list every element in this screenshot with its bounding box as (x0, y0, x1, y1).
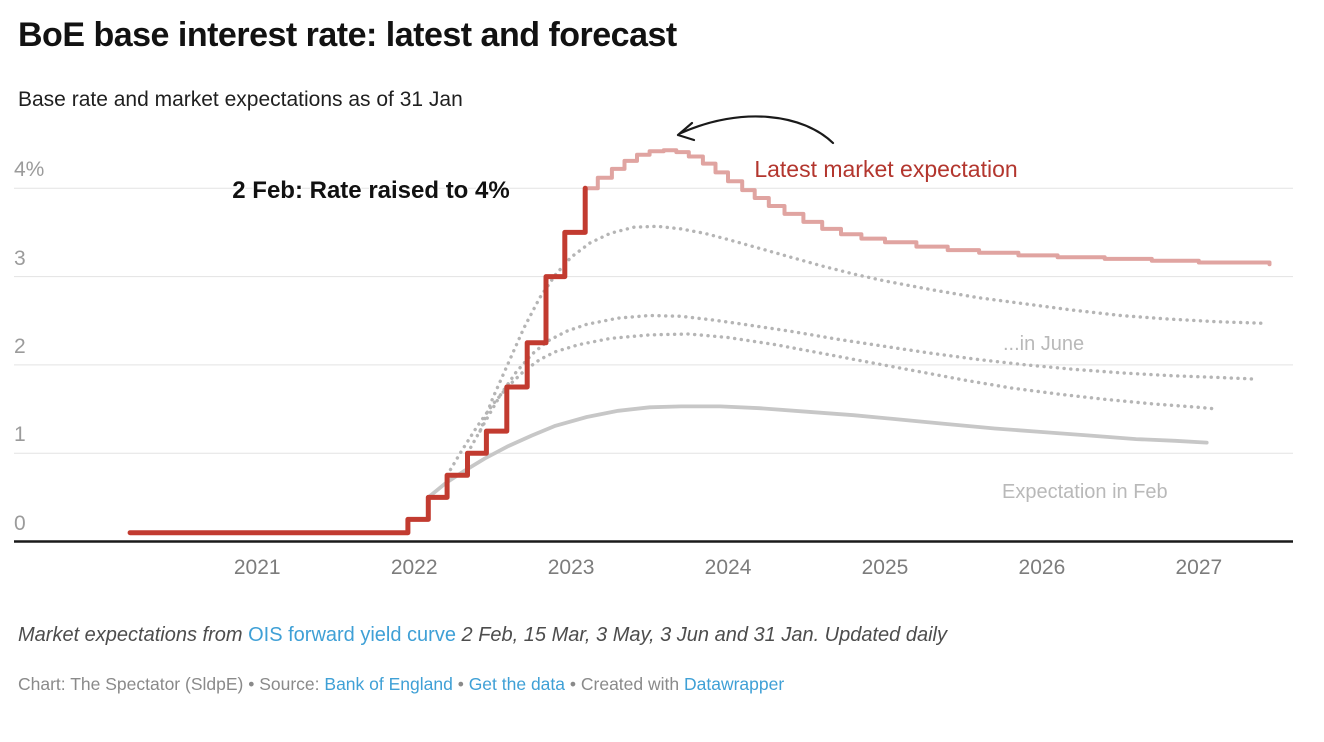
source-label: Source: (259, 674, 325, 694)
note-text-pre: Market expectations from (18, 624, 249, 646)
separator-dot: • (452, 674, 469, 694)
ois-forward-yield-curve-link[interactable]: OIS forward yield curve (248, 624, 456, 646)
bank-of-england-link[interactable]: Bank of England (324, 674, 453, 694)
note-text-post: 2 Feb, 15 Mar, 3 May, 3 Jun and 31 Jan. … (455, 624, 948, 646)
y-tick-label: 4% (14, 158, 45, 182)
y-tick-label: 2 (14, 334, 26, 358)
chart-byline: Chart: The Spectator (SldpE) (18, 674, 244, 694)
series-expectation-in-feb-2-feb- (426, 404, 1209, 500)
attribution-bar: Chart: The Spectator (SldpE) • Source: B… (18, 674, 784, 695)
annotation-expectation-in-feb: Expectation in Feb (1002, 481, 1168, 503)
y-tick-label: 0 (14, 511, 26, 535)
chart-note: Market expectations from OIS forward yie… (18, 624, 947, 647)
series-expectation-3-may (465, 313, 1256, 455)
created-with-label: Created with (580, 674, 684, 694)
annotation-latest-expectation: Latest market expectation (754, 156, 1018, 182)
x-tick-label: 2027 (1175, 556, 1223, 579)
series-boe-base-rate-actual- (127, 185, 588, 536)
annotation-rate-raised: 2 Feb: Rate raised to 4% (232, 177, 510, 204)
x-tick-label: 2022 (390, 556, 438, 579)
separator-dot: • (565, 674, 581, 694)
x-tick-label: 2024 (704, 556, 752, 579)
chart-subtitle: Base rate and market expectations as of … (18, 88, 463, 111)
annotation-arrowhead (676, 121, 696, 142)
datawrapper-link[interactable]: Datawrapper (683, 674, 785, 694)
x-tick-label: 2026 (1018, 556, 1066, 579)
x-tick-label: 2023 (547, 556, 595, 579)
x-tick-label: 2025 (861, 556, 909, 579)
y-tick-label: 3 (14, 246, 26, 270)
page-title: BoE base interest rate: latest and forec… (18, 16, 677, 54)
x-tick-label: 2021 (233, 556, 281, 579)
get-the-data-link[interactable]: Get the data (468, 674, 566, 694)
separator-dot: • (243, 674, 260, 694)
y-tick-label: 1 (14, 423, 26, 447)
chart-canvas (14, 115, 1293, 543)
annotation-in-june: ...in June (1003, 333, 1085, 355)
annotation-arrow (679, 115, 835, 145)
series-latest-market-expectation-31-jan- (583, 148, 1272, 267)
series-expectation-15-mar (445, 332, 1220, 477)
